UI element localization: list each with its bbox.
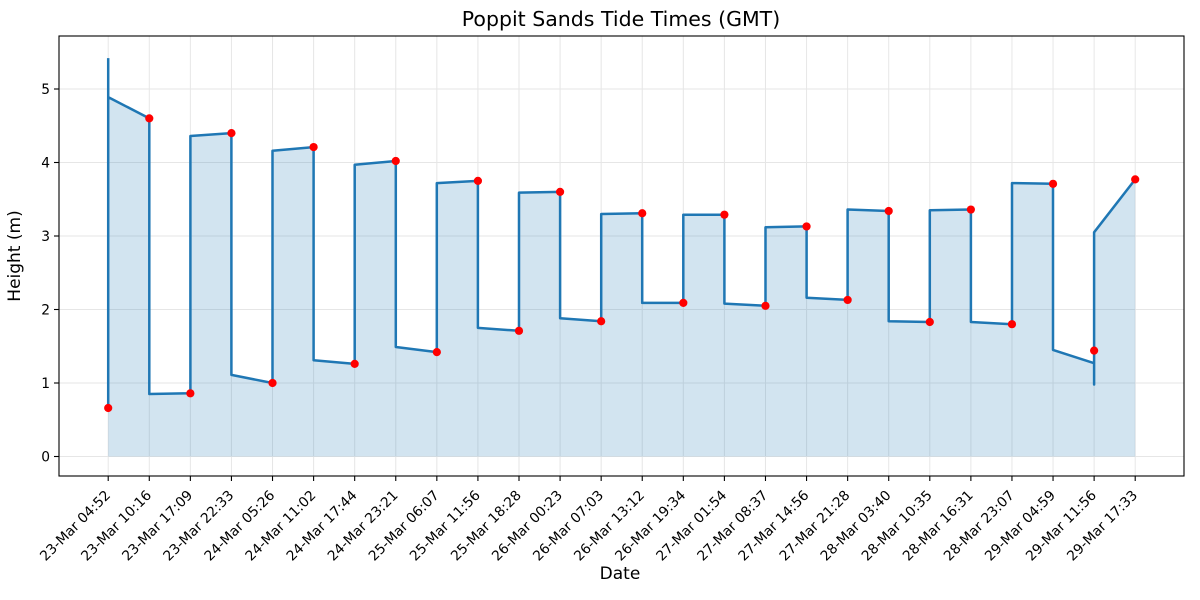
x-tick-label: 27-Mar 01:54 bbox=[653, 488, 730, 565]
tide-point-marker bbox=[473, 176, 483, 185]
tide-point-marker bbox=[761, 301, 770, 310]
tide-point-marker bbox=[638, 209, 647, 218]
tide-point-marker bbox=[843, 295, 852, 305]
tide-point-marker bbox=[432, 348, 441, 357]
x-tick-label: 23-Mar 10:16 bbox=[78, 488, 155, 565]
tide-extreme-markers bbox=[104, 114, 1140, 413]
chart-title: Poppit Sands Tide Times (GMT) bbox=[462, 7, 780, 31]
tide-point-marker bbox=[391, 156, 400, 166]
area-fill bbox=[108, 58, 1136, 457]
y-tick-label: 0 bbox=[41, 449, 50, 465]
tide-point-marker bbox=[104, 403, 113, 413]
x-tick-label: 28-Mar 16:31 bbox=[900, 488, 977, 565]
x-tick-label: 23-Mar 04:52 bbox=[37, 488, 114, 565]
tide-point-marker bbox=[145, 114, 154, 123]
x-tick-label: 28-Mar 10:35 bbox=[859, 488, 936, 565]
x-tick-label: 28-Mar 03:40 bbox=[818, 488, 895, 565]
x-tick-label: 26-Mar 00:23 bbox=[489, 488, 566, 565]
y-tick-label: 4 bbox=[41, 155, 50, 171]
tide-point-marker bbox=[966, 205, 975, 214]
tide-point-marker bbox=[884, 206, 893, 216]
x-tick-label: 23-Mar 22:33 bbox=[160, 488, 237, 565]
tide-point-marker bbox=[514, 326, 524, 335]
x-tick-label: 28-Mar 23:07 bbox=[941, 488, 1018, 565]
x-tick-label: 24-Mar 11:02 bbox=[243, 488, 320, 565]
x-tick-label: 25-Mar 11:56 bbox=[407, 488, 484, 565]
x-tick-label: 24-Mar 05:26 bbox=[201, 488, 278, 565]
y-tick-label: 2 bbox=[41, 302, 50, 318]
x-tick-label: 26-Mar 19:34 bbox=[612, 488, 689, 565]
tide-point-marker bbox=[720, 210, 729, 219]
x-tick-label: 29-Mar 17:33 bbox=[1064, 488, 1141, 565]
y-tick-labels: 0 1 2 3 4 5 bbox=[41, 82, 50, 465]
x-axis-label: Date bbox=[600, 564, 641, 584]
tide-point-marker bbox=[679, 298, 688, 307]
tide-point-marker bbox=[186, 389, 195, 398]
tide-point-marker bbox=[1131, 175, 1140, 184]
y-tick-label: 5 bbox=[41, 82, 50, 98]
x-tick-label: 27-Mar 21:28 bbox=[777, 488, 854, 565]
tide-point-marker bbox=[1048, 179, 1058, 188]
x-tick-label: 24-Mar 17:44 bbox=[284, 488, 361, 565]
x-tick-label: 27-Mar 08:37 bbox=[694, 488, 771, 565]
tide-point-marker bbox=[555, 187, 565, 196]
tide-point-marker bbox=[802, 222, 811, 231]
y-axis-label: Height (m) bbox=[5, 210, 25, 301]
tide-point-marker bbox=[227, 129, 236, 138]
x-tick-label: 25-Mar 06:07 bbox=[366, 488, 443, 565]
tide-point-marker bbox=[925, 317, 934, 327]
x-tick-label: 29-Mar 11:56 bbox=[1023, 488, 1100, 565]
axes-frame bbox=[54, 35, 1185, 481]
y-tick-label: 1 bbox=[41, 376, 50, 392]
tide-point-marker bbox=[597, 317, 606, 326]
x-tick-label: 25-Mar 18:28 bbox=[448, 488, 525, 565]
x-tick-label: 24-Mar 23:21 bbox=[325, 488, 402, 565]
x-tick-label: 29-Mar 04:59 bbox=[982, 488, 1059, 565]
tide-point-marker bbox=[268, 378, 277, 388]
tide-point-marker bbox=[350, 359, 359, 368]
x-tick-label: 26-Mar 13:12 bbox=[571, 488, 648, 565]
tide-point-marker bbox=[309, 142, 318, 152]
tide-point-marker bbox=[1007, 320, 1017, 329]
x-tick-label: 27-Mar 14:56 bbox=[736, 488, 813, 565]
x-tick-label: 26-Mar 07:03 bbox=[530, 488, 607, 565]
plot-border bbox=[58, 35, 1185, 477]
tide-point-marker bbox=[1090, 346, 1099, 355]
y-tick-label: 3 bbox=[41, 229, 50, 245]
tide-line bbox=[106, 58, 1137, 410]
x-tick-label: 23-Mar 17:09 bbox=[119, 488, 196, 565]
